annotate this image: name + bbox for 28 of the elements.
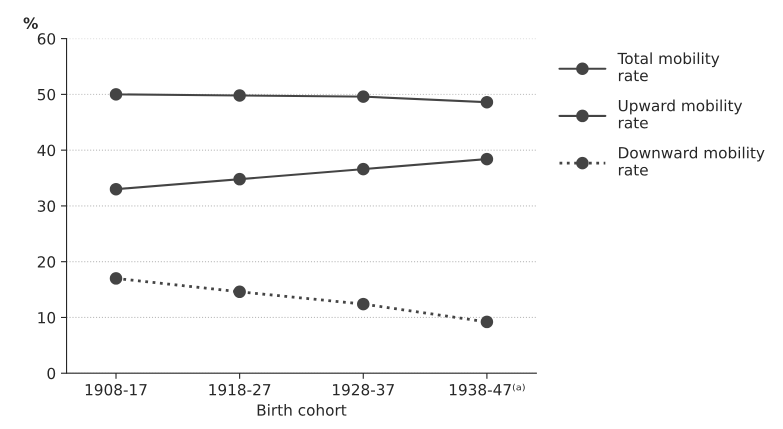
y-tick-label: 50 <box>38 88 56 100</box>
point <box>357 90 370 103</box>
y-tick-label: 40 <box>37 144 56 156</box>
point <box>233 286 246 298</box>
x-tick-label: 1908-17 <box>86 384 147 396</box>
y-tick-label: 30 <box>38 200 56 212</box>
point <box>480 152 494 166</box>
point <box>110 272 122 285</box>
y-tick-label: 60 <box>38 33 56 45</box>
legend-label: Upward mobility rate <box>618 100 742 128</box>
point <box>480 316 494 328</box>
y-axis-title: % <box>24 17 38 29</box>
x-axis-title: Birth cohort <box>258 404 346 416</box>
x-tick-label: 1938-47⁽ᵃ⁾ <box>450 384 525 396</box>
y-tick-label: 20 <box>38 256 56 268</box>
point <box>233 89 246 102</box>
x-tick-label: 1928-37 <box>333 384 394 396</box>
point <box>233 172 246 186</box>
point <box>357 162 370 176</box>
y-tick-label: 10 <box>38 312 56 324</box>
legend-label: Total mobility rate <box>618 52 720 82</box>
x-tick-label: 1918-27 <box>209 384 270 396</box>
legend-label: Downward mobility rate <box>618 146 765 176</box>
point <box>357 298 370 310</box>
point <box>110 182 122 196</box>
point <box>110 88 122 101</box>
y-tick-label: 0 <box>47 368 56 380</box>
point <box>480 96 494 108</box>
